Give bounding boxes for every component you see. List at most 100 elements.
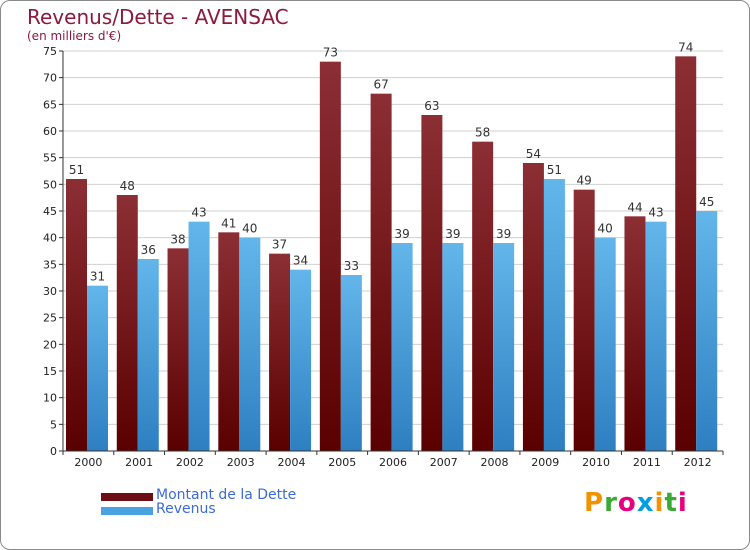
bar-revenus <box>391 243 413 451</box>
y-tick-label: 60 <box>43 125 57 138</box>
bar-dette <box>421 115 443 451</box>
bar-dette <box>66 179 87 451</box>
y-tick-label: 20 <box>43 338 57 351</box>
bar-revenus <box>594 237 616 451</box>
x-tick-label: 2001 <box>125 456 153 469</box>
data-label: 37 <box>272 238 287 252</box>
bar-dette <box>472 141 494 451</box>
y-tick-label: 35 <box>43 258 57 271</box>
bar-revenus <box>137 259 159 451</box>
bar-dette <box>624 216 646 451</box>
x-tick-label: 2010 <box>582 456 610 469</box>
data-label: 45 <box>699 195 714 209</box>
bar-dette <box>116 195 138 451</box>
data-label: 74 <box>678 40 693 54</box>
x-tick-label: 2002 <box>176 456 204 469</box>
x-tick-label: 2004 <box>277 456 305 469</box>
bar-dette <box>675 56 697 451</box>
data-label: 43 <box>191 206 206 220</box>
legend-label-revenus: Revenus <box>156 501 216 517</box>
y-tick-label: 25 <box>43 312 57 325</box>
logo-letter: r <box>604 488 618 518</box>
bar-revenus <box>645 221 667 451</box>
legend-swatch-revenus <box>101 507 153 515</box>
data-label: 36 <box>141 243 156 257</box>
data-label: 48 <box>120 179 135 193</box>
data-label: 44 <box>627 200 642 214</box>
y-tick-label: 10 <box>43 392 57 405</box>
data-label: 51 <box>547 163 562 177</box>
y-tick-label: 50 <box>43 178 57 191</box>
data-label: 54 <box>526 147 541 161</box>
x-tick-label: 2012 <box>684 456 712 469</box>
data-label: 58 <box>475 126 490 140</box>
y-tick-label: 55 <box>43 152 57 165</box>
bar-revenus <box>290 269 312 451</box>
bar-revenus <box>188 221 210 451</box>
data-label: 41 <box>221 216 236 230</box>
chart-subtitle: (en milliers d'€) <box>27 29 122 43</box>
y-tick-label: 45 <box>43 205 57 218</box>
bar-revenus <box>493 243 515 451</box>
x-tick-label: 2000 <box>74 456 102 469</box>
y-tick-label: 65 <box>43 98 57 111</box>
bar-revenus <box>696 211 718 451</box>
x-tick-label: 2008 <box>481 456 509 469</box>
y-tick-label: 40 <box>43 232 57 245</box>
y-tick-label: 0 <box>50 445 57 458</box>
data-label: 38 <box>170 232 185 246</box>
bar-revenus <box>543 179 565 451</box>
x-tick-label: 2011 <box>633 456 661 469</box>
legend-label-dette: Montant de la Dette <box>156 487 297 503</box>
bar-dette <box>370 93 392 452</box>
data-label: 43 <box>648 206 663 220</box>
bar-dette <box>319 61 341 452</box>
x-tick-label: 2003 <box>227 456 255 469</box>
x-tick-label: 2005 <box>328 456 356 469</box>
data-label: 73 <box>323 46 338 60</box>
legend-swatch-dette <box>101 493 153 501</box>
logo-letter: o <box>617 488 637 518</box>
data-label: 40 <box>598 222 613 236</box>
logo-letter: P <box>584 488 605 518</box>
bar-revenus <box>239 237 261 451</box>
data-label: 40 <box>242 222 257 236</box>
logo-letter: t <box>664 488 678 518</box>
data-label: 67 <box>373 78 388 92</box>
logo-letter: i <box>677 488 688 518</box>
bar-dette <box>269 253 291 451</box>
data-label: 51 <box>69 163 84 177</box>
bar-dette <box>573 189 595 451</box>
y-tick-label: 30 <box>43 285 57 298</box>
y-tick-label: 70 <box>43 72 57 85</box>
bar-dette <box>167 248 189 451</box>
data-label: 63 <box>424 99 439 113</box>
logo-letter: x <box>636 488 655 518</box>
data-label: 39 <box>445 227 460 241</box>
bar-revenus <box>340 275 362 451</box>
proxiti-logo: Proxiti <box>584 488 688 518</box>
chart-title: Revenus/Dette - AVENSAC <box>27 5 289 29</box>
y-tick-label: 75 <box>43 45 57 58</box>
data-label: 49 <box>577 174 592 188</box>
bar-revenus <box>442 243 464 451</box>
x-tick-label: 2009 <box>531 456 559 469</box>
bar-dette <box>218 232 240 451</box>
y-tick-label: 15 <box>43 365 57 378</box>
x-tick-label: 2007 <box>430 456 458 469</box>
data-label: 31 <box>90 270 105 284</box>
bar-dette <box>522 163 544 451</box>
labels: 51 31 48 36 38 43 41 40 37 34 73 33 67 39 63 39 58 39 54 51… <box>69 40 715 283</box>
data-label: 34 <box>293 254 308 268</box>
logo-letter: i <box>654 488 665 518</box>
bar-revenus <box>87 285 108 451</box>
bars <box>66 56 718 452</box>
data-label: 33 <box>344 259 359 273</box>
y-tick-label: 5 <box>50 418 57 431</box>
data-label: 39 <box>496 227 511 241</box>
axes: 0 5 10 15 20 25 30 35 40 45 50 55 60 65 70 75 2000 2001 20… <box>43 45 724 469</box>
x-tick-label: 2006 <box>379 456 407 469</box>
data-label: 39 <box>394 227 409 241</box>
